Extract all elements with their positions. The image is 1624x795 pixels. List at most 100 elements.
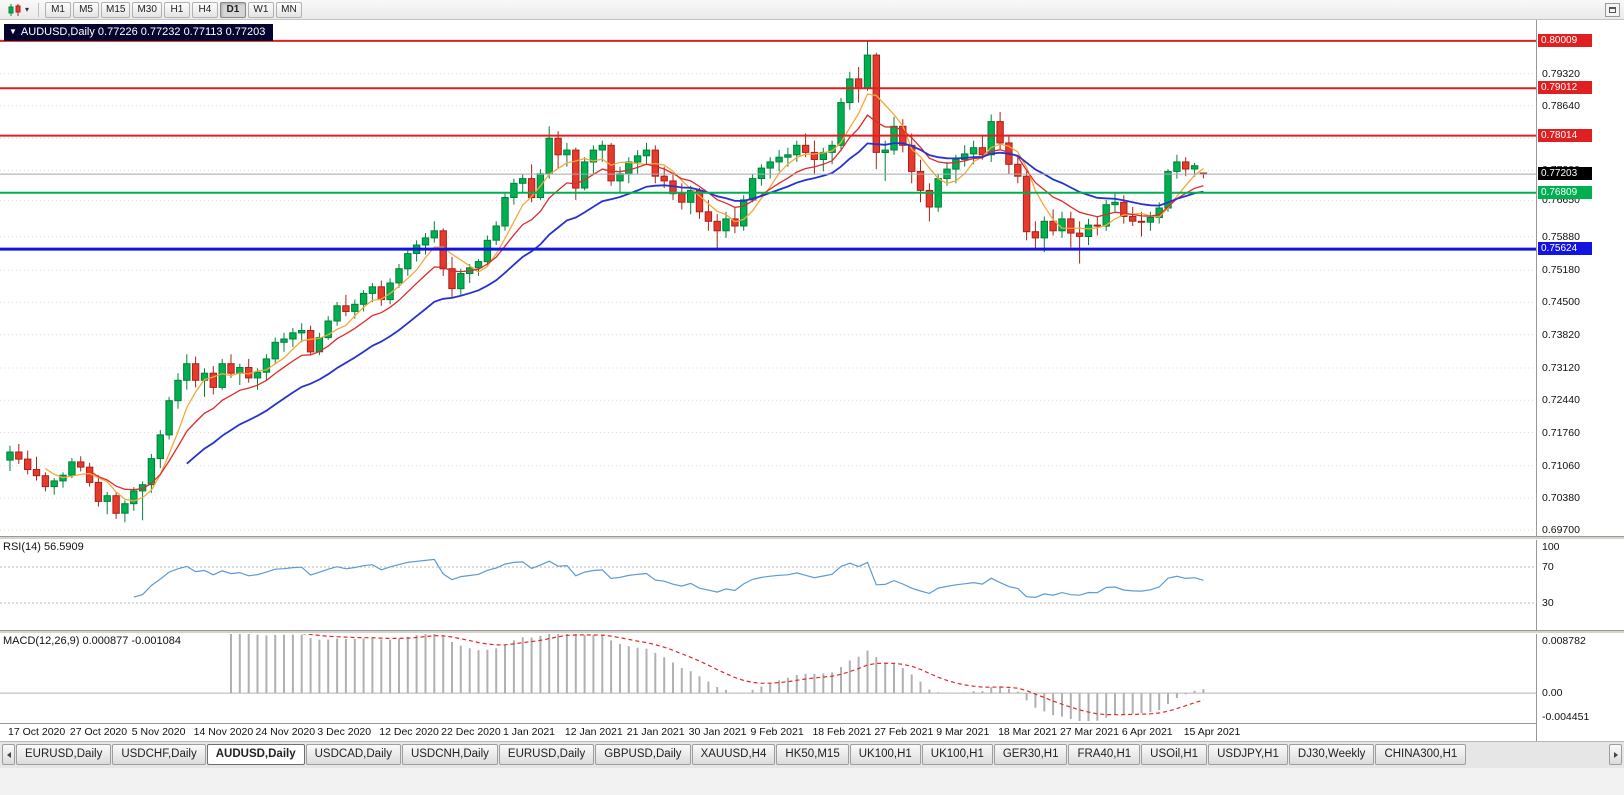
price-tick-label: 0.72440 <box>1542 394 1580 406</box>
timeframes-toolbar: ▾ M1 M5 M15 M30 H1 H4 D1 W1 MN <box>0 0 1624 20</box>
timeframe-button-d1[interactable]: D1 <box>219 1 246 18</box>
macd-signal-line <box>301 632 1204 716</box>
date-label: 1 Jan 2021 <box>503 726 555 738</box>
rsi-label: RSI(14) 56.5909 <box>3 541 84 553</box>
price-scale[interactable]: 0.793200.786400.779600.772800.766500.758… <box>1536 20 1624 741</box>
one-click-trading-arrow-icon[interactable]: ▼ <box>9 27 17 36</box>
time-axis[interactable]: 17 Oct 2020 27 Oct 2020 5 Nov 2020 14 Nov 2… <box>0 723 1536 741</box>
price-badge-resistance-1: 0.80009 <box>1538 34 1592 47</box>
timeframe-button-m30[interactable]: M30 <box>132 1 162 18</box>
rsi-scale-label: 100 <box>1542 541 1560 553</box>
timeframe-button-m1[interactable]: M1 <box>45 1 72 18</box>
date-label: 17 Oct 2020 <box>8 726 66 738</box>
pane-divider[interactable] <box>0 536 1624 540</box>
price-tick-label: 0.75180 <box>1542 264 1580 276</box>
chart-tab-eurusd-daily[interactable]: EURUSD,Daily <box>16 744 112 765</box>
chart-tab-fra40-h1[interactable]: FRA40,H1 <box>1068 744 1141 765</box>
candlestick-series <box>6 40 1208 523</box>
date-label: 27 Feb 2021 <box>874 726 934 738</box>
date-label: 27 Mar 2021 <box>1059 726 1119 738</box>
timeframe-buttons: M1 M5 M15 M30 H1 H4 D1 W1 MN <box>45 1 302 18</box>
chart-tab-gbpusd-daily[interactable]: GBPUSD,Daily <box>595 744 691 765</box>
price-chart-svg <box>0 39 1536 531</box>
date-label: 30 Jan 2021 <box>688 726 747 738</box>
macd-scale-label: 0.008782 <box>1542 635 1586 647</box>
price-gridlines <box>0 73 1536 531</box>
price-tick-label: 0.71060 <box>1542 460 1580 472</box>
tab-scroll-left-icon[interactable] <box>2 744 15 765</box>
price-tick-label: 0.74500 <box>1542 296 1580 308</box>
price-tick-label: 0.69700 <box>1542 524 1580 536</box>
price-badge-resistance-2: 0.79012 <box>1538 81 1592 94</box>
main-chart-pane[interactable]: ▼ AUDUSD,Daily 0.77226 0.77232 0.77113 0.… <box>0 20 1536 536</box>
chart-title-text: AUDUSD,Daily 0.77226 0.77232 0.77113 0.7… <box>20 26 266 38</box>
chart-tab-ger30-h1[interactable]: GER30,H1 <box>993 744 1068 765</box>
tab-scroll-right-icon[interactable] <box>1609 744 1622 765</box>
date-label: 14 Nov 2020 <box>193 726 254 738</box>
date-label: 6 Apr 2021 <box>1121 726 1173 738</box>
chart-tab-china300-h1[interactable]: CHINA300,H1 <box>1375 744 1467 765</box>
macd-svg <box>0 629 1536 721</box>
date-label: 9 Feb 2021 <box>750 726 804 738</box>
chart-tab-xauusd-h4[interactable]: XAUUSD,H4 <box>691 744 776 765</box>
chart-tab-usdjpy-h1[interactable]: USDJPY,H1 <box>1208 744 1288 765</box>
date-label: 27 Oct 2020 <box>69 726 128 738</box>
rsi-scale-label: 30 <box>1542 597 1554 609</box>
date-label: 21 Jan 2021 <box>626 726 685 738</box>
timeframe-button-m5[interactable]: M5 <box>73 1 100 18</box>
chevron-down-icon: ▾ <box>25 5 30 14</box>
price-tick-label: 0.73120 <box>1542 362 1580 374</box>
chart-tab-dj30-weekly[interactable]: DJ30,Weekly <box>1288 744 1375 765</box>
timeframe-button-w1[interactable]: W1 <box>247 1 274 18</box>
chart-tab-uk100-h1[interactable]: UK100,H1 <box>849 744 921 765</box>
date-label: 3 Dec 2020 <box>317 726 372 738</box>
pane-divider[interactable] <box>0 630 1624 634</box>
chart-tab-usoil-h1[interactable]: USOil,H1 <box>1141 744 1208 765</box>
chart-tab-bar: EURUSD,Daily USDCHF,Daily AUDUSD,Daily USDC… <box>0 741 1624 768</box>
chart-title: ▼ AUDUSD,Daily 0.77226 0.77232 0.77113 0.… <box>4 24 274 41</box>
toolbar-separator <box>38 2 40 17</box>
price-badge-support-1: 0.76809 <box>1538 186 1592 199</box>
date-label: 15 Apr 2021 <box>1183 726 1241 738</box>
date-label: 22 Dec 2020 <box>441 726 501 738</box>
macd-scale-label: -0.004451 <box>1542 711 1590 723</box>
ma-fast-line <box>45 93 1204 502</box>
status-strip <box>0 768 1624 795</box>
price-tick-label: 0.78640 <box>1542 100 1580 112</box>
macd-pane[interactable]: MACD(12,26,9) 0.000877 -0.001084 <box>0 629 1536 723</box>
timeframe-button-m15[interactable]: M15 <box>101 1 131 18</box>
chart-tab-hk50-m15[interactable]: HK50,M15 <box>776 744 849 765</box>
timeframe-button-mn[interactable]: MN <box>275 1 302 18</box>
rsi-pane[interactable]: RSI(14) 56.5909 <box>0 540 1536 630</box>
macd-histogram <box>230 629 1205 721</box>
chart-tab-uk100-h1[interactable]: UK100,H1 <box>921 744 993 765</box>
price-tick-label: 0.75880 <box>1542 231 1580 243</box>
timeframe-button-h1[interactable]: H1 <box>163 1 190 18</box>
chart-tab-usdcnh-daily[interactable]: USDCNH,Daily <box>401 744 498 765</box>
date-label: 9 Mar 2021 <box>936 726 990 738</box>
chart-tab-audusd-daily[interactable]: AUDUSD,Daily <box>206 744 305 765</box>
current-price-badge: 0.77203 <box>1538 167 1592 180</box>
chart-tab-usdchf-daily[interactable]: USDCHF,Daily <box>112 744 206 765</box>
macd-label: MACD(12,26,9) 0.000877 -0.001084 <box>3 635 181 647</box>
rsi-scale-label: 70 <box>1542 561 1554 573</box>
rsi-line <box>133 558 1204 599</box>
date-label: 18 Feb 2021 <box>812 726 872 738</box>
date-label: 24 Nov 2020 <box>255 726 316 738</box>
chart-tabs: EURUSD,Daily USDCHF,Daily AUDUSD,Daily USDC… <box>16 744 1467 765</box>
chart-tab-eurusd-daily[interactable]: EURUSD,Daily <box>498 744 595 765</box>
chart-type-menu[interactable]: ▾ <box>4 2 32 18</box>
date-label: 12 Dec 2020 <box>379 726 439 738</box>
chart-tab-usdcad-daily[interactable]: USDCAD,Daily <box>305 744 401 765</box>
date-label: 5 Nov 2020 <box>131 726 186 738</box>
restore-window-icon[interactable] <box>1605 2 1620 17</box>
macd-scale-label: 0.00 <box>1542 687 1563 699</box>
chart-window: ▼ AUDUSD,Daily 0.77226 0.77232 0.77113 0.… <box>0 20 1624 741</box>
price-badge-support-2: 0.75624 <box>1538 242 1592 255</box>
timeframe-button-h4[interactable]: H4 <box>191 1 218 18</box>
price-tick-label: 0.79320 <box>1542 68 1580 80</box>
ma-slow-line <box>186 142 1204 465</box>
candlestick-chart-icon <box>8 3 21 16</box>
price-tick-label: 0.70380 <box>1542 492 1580 504</box>
